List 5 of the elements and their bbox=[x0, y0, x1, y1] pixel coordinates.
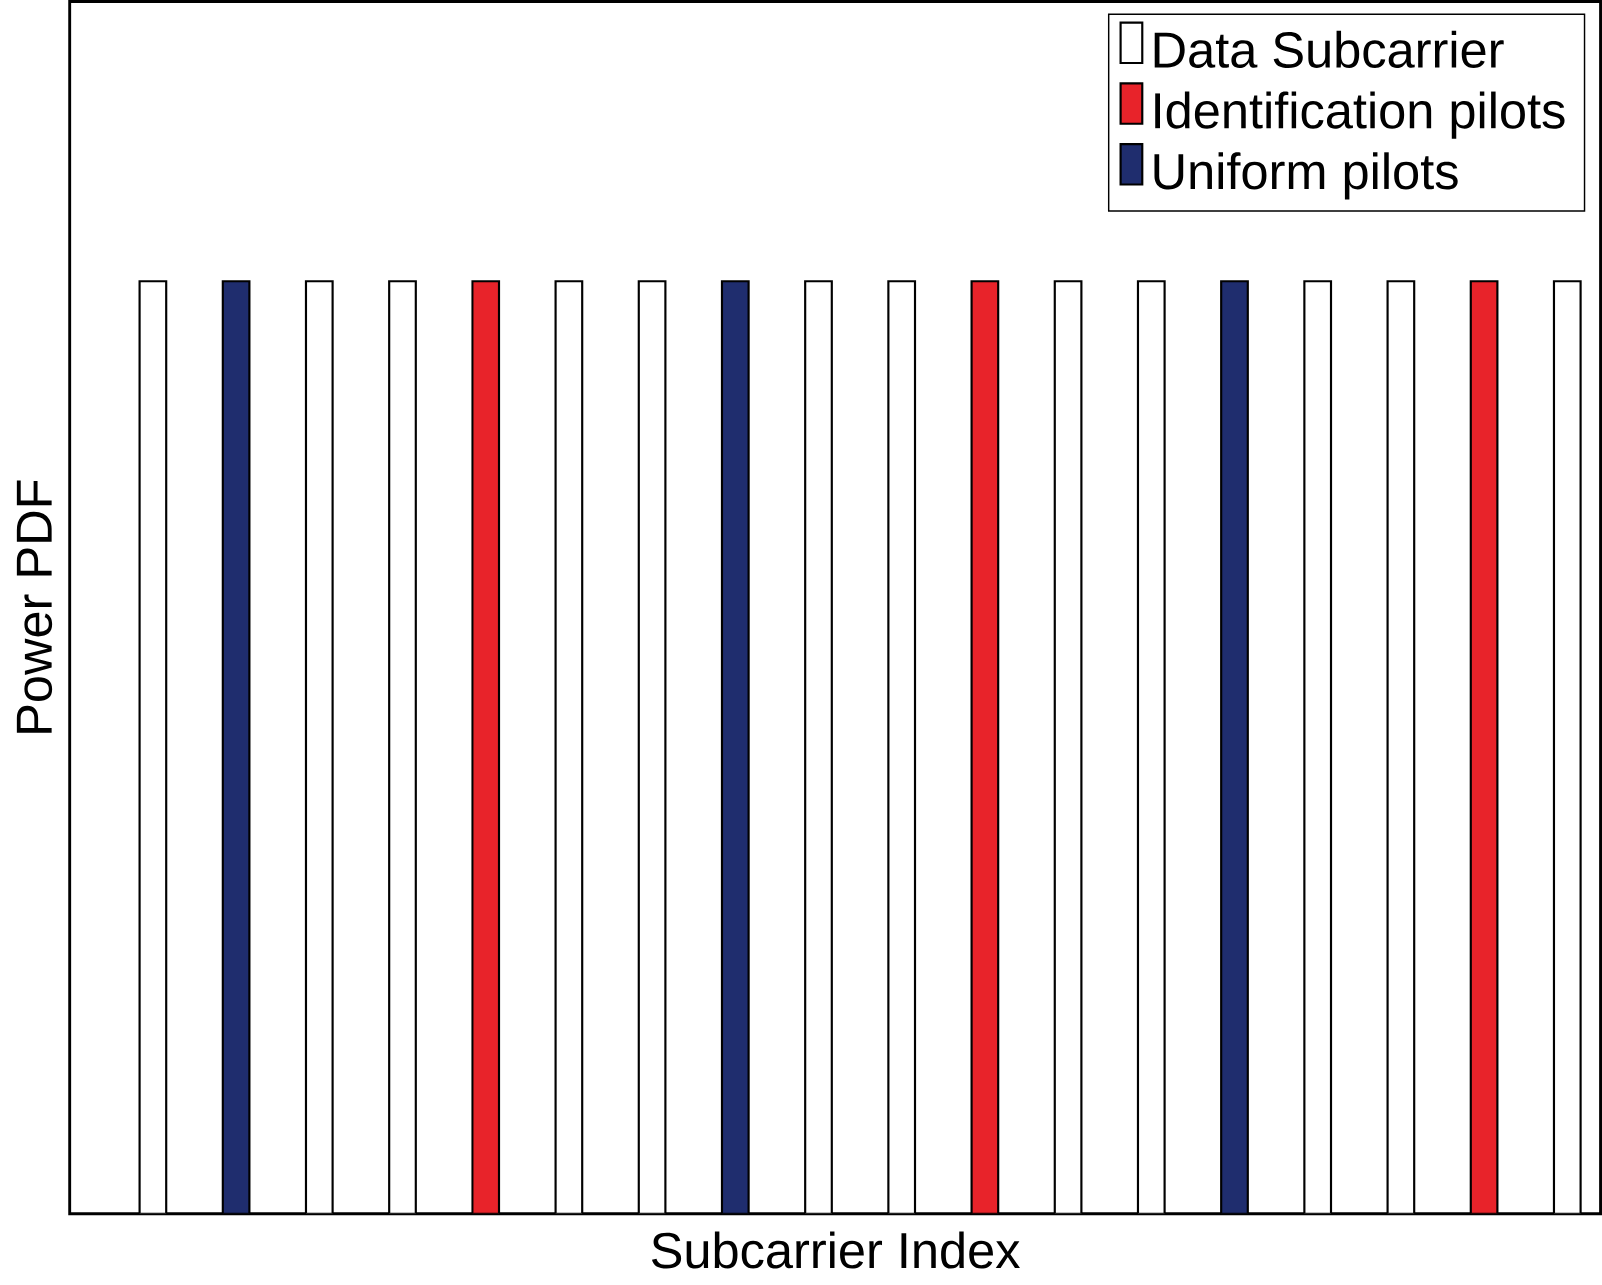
legend-label: Uniform pilots bbox=[1154, 152, 1458, 200]
legend-label: Identification pilots bbox=[1155, 91, 1565, 139]
legend-label: Data Subcarrier bbox=[1154, 30, 1504, 68]
y-axis-title: Power PDF bbox=[16, 480, 53, 733]
x-axis-title: Subcarrier Index bbox=[652, 1231, 1020, 1269]
